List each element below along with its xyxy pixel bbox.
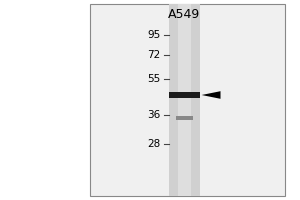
Bar [90, 4, 285, 196]
Bar [176, 116, 193, 120]
Text: 28: 28 [147, 139, 161, 149]
Bar [169, 4, 200, 196]
Text: 36: 36 [147, 110, 161, 120]
Bar [169, 92, 200, 98]
Polygon shape [202, 91, 220, 99]
Text: A549: A549 [168, 7, 201, 21]
Text: 95: 95 [147, 30, 161, 40]
Text: 72: 72 [147, 50, 161, 60]
Bar [178, 4, 191, 196]
Text: 55: 55 [147, 74, 161, 84]
